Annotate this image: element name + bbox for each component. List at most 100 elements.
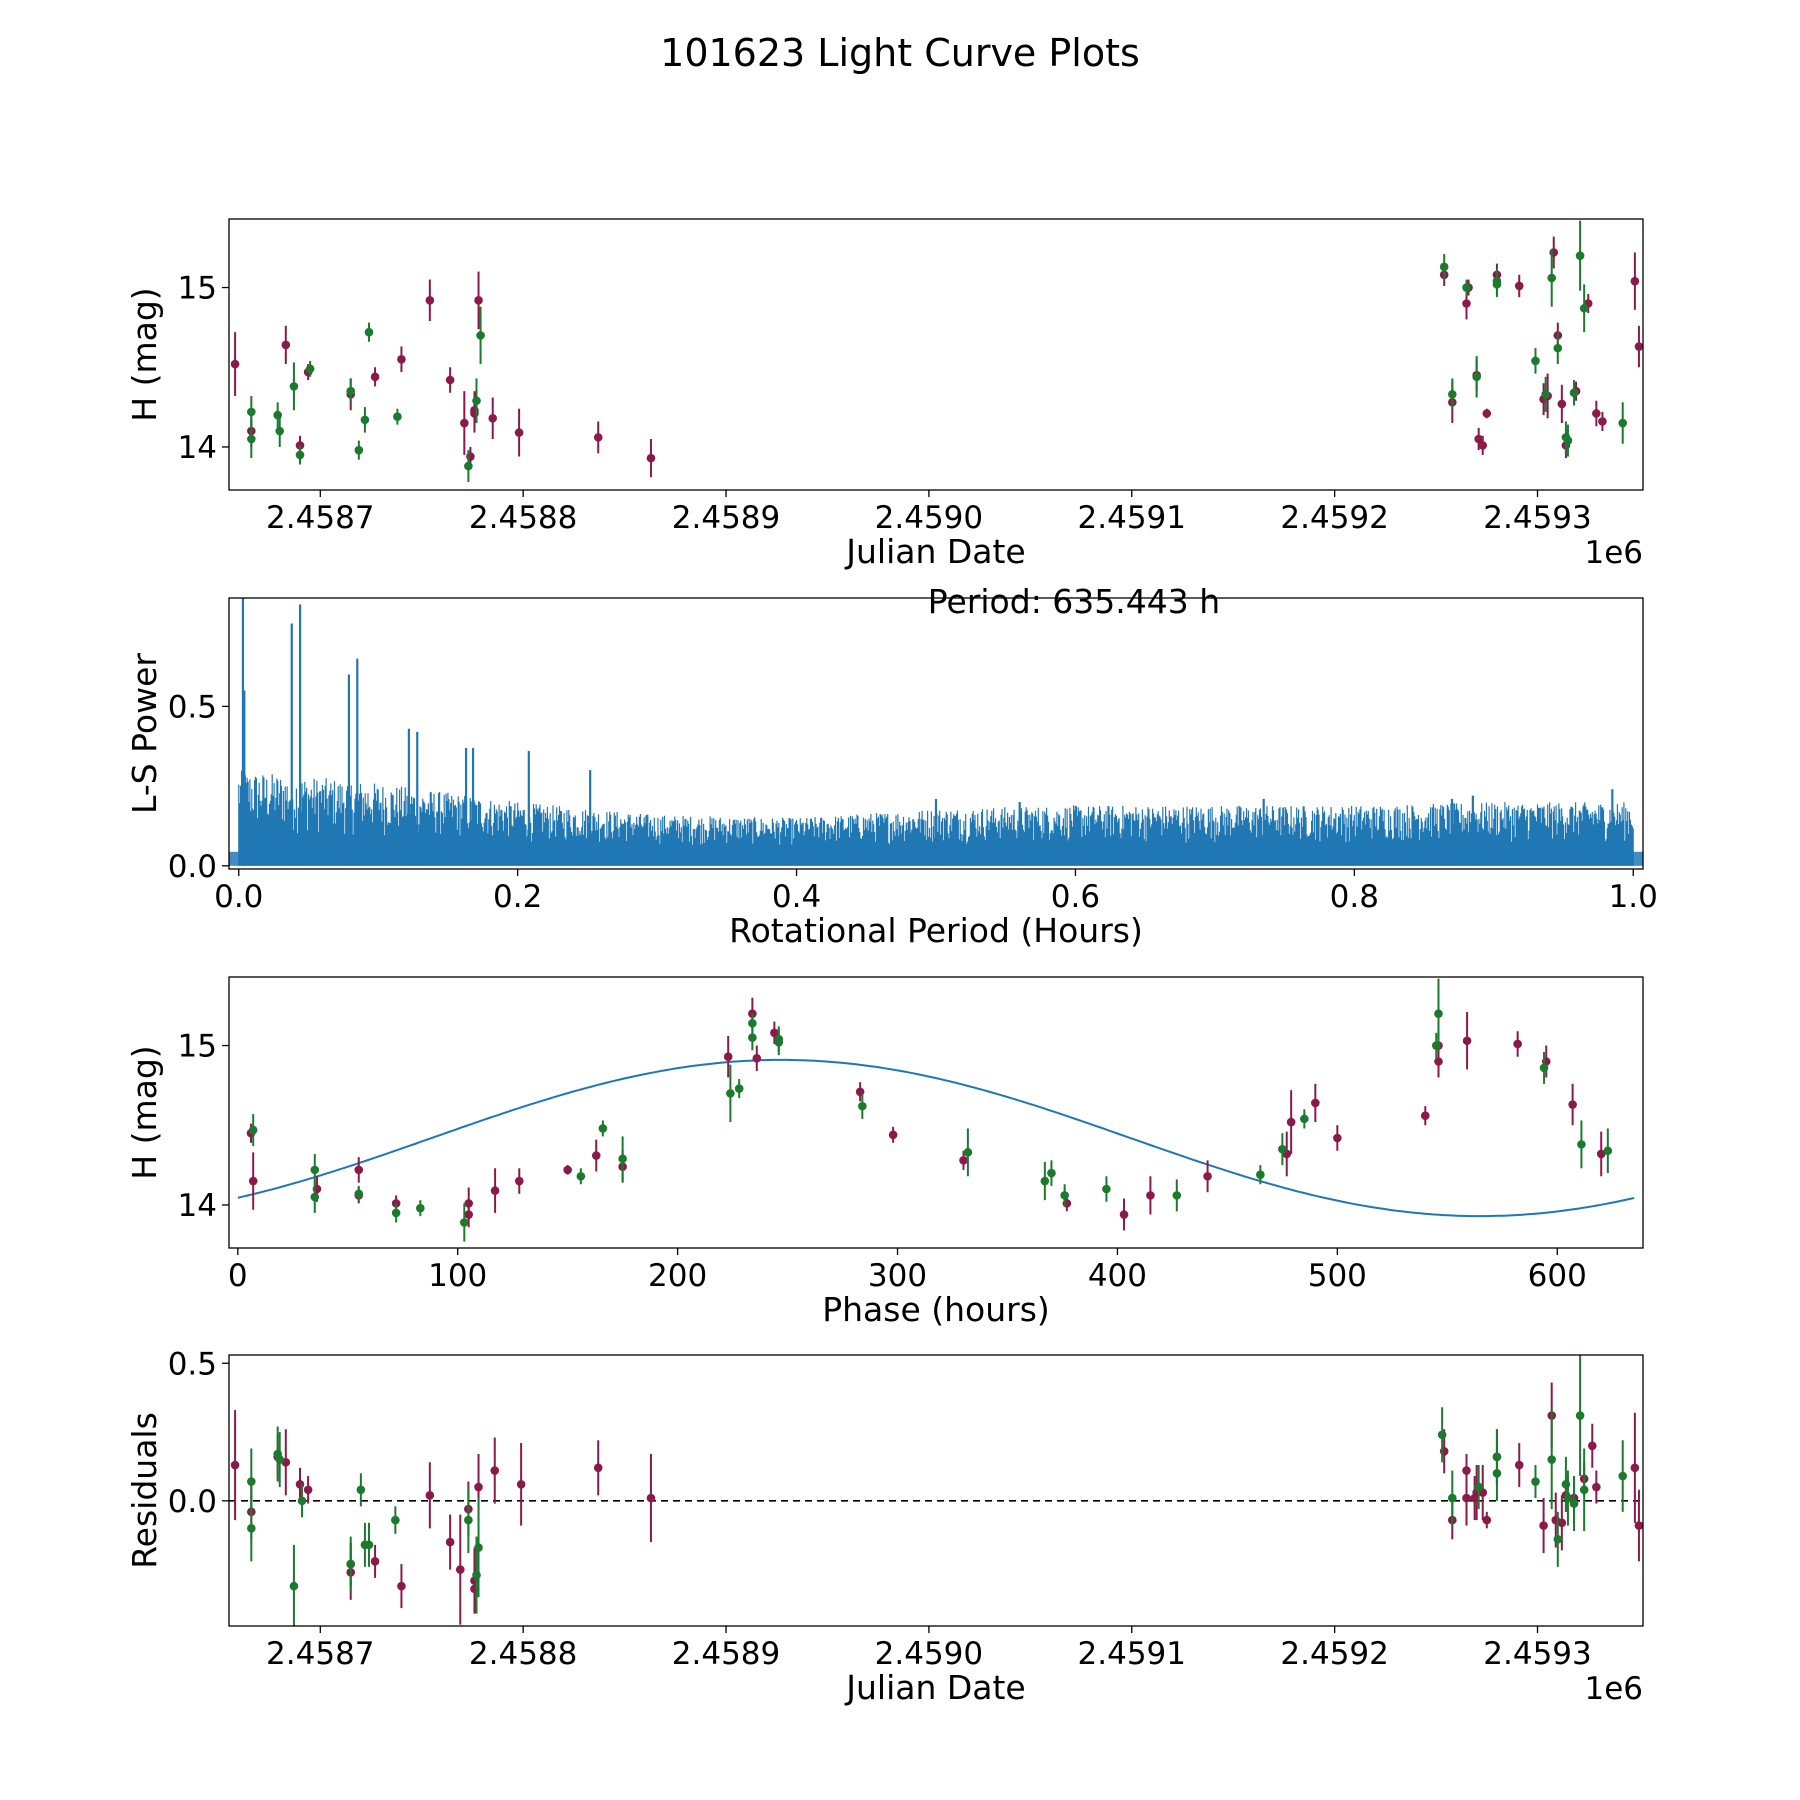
- data-point: [1563, 1493, 1573, 1503]
- plot-area: [229, 598, 1643, 866]
- data-point: [289, 382, 299, 391]
- data-point: [1474, 1482, 1483, 1492]
- x-tick-label: 2.4587: [266, 1636, 374, 1672]
- x-tick-label: 2.4589: [672, 1636, 780, 1672]
- y-tick-label: 14: [178, 1188, 217, 1224]
- data-point: [1569, 1499, 1579, 1508]
- x-tick-label: 2.4591: [1078, 500, 1186, 536]
- data-point: [310, 1192, 320, 1202]
- data-point: [1040, 1176, 1050, 1186]
- data-point: [247, 1477, 256, 1486]
- data-point: [425, 1491, 435, 1500]
- x-axis-label: Julian Date: [844, 1668, 1026, 1707]
- data-point: [356, 1485, 366, 1495]
- y-tick-label: 0.0: [168, 849, 217, 885]
- data-point: [1592, 409, 1601, 418]
- data-point: [1492, 276, 1502, 286]
- data-point: [1577, 1140, 1586, 1149]
- x-tick-label: 0.0: [214, 879, 263, 915]
- data-point: [490, 1186, 500, 1195]
- data-point: [593, 1463, 603, 1473]
- data-point: [445, 375, 455, 385]
- x-tick-label: 0.6: [1051, 879, 1100, 915]
- data-point: [1539, 1063, 1549, 1073]
- data-point: [397, 354, 406, 364]
- data-point: [474, 1543, 483, 1552]
- data-point: [1547, 1455, 1557, 1464]
- data-point: [1569, 388, 1579, 398]
- data-point: [297, 1496, 307, 1506]
- x-axis-label: Julian Date: [844, 532, 1026, 571]
- data-point: [770, 1028, 779, 1038]
- data-point: [563, 1165, 572, 1175]
- data-point: [1634, 1521, 1643, 1530]
- data-point: [464, 461, 473, 471]
- data-point: [514, 428, 524, 437]
- data-point: [1531, 1477, 1540, 1486]
- data-point: [1448, 390, 1457, 399]
- data-point: [1541, 390, 1550, 399]
- data-point: [1514, 281, 1524, 291]
- data-point: [1579, 303, 1589, 313]
- x-tick-label: 2.4587: [266, 500, 374, 536]
- data-point: [247, 407, 256, 417]
- data-point: [416, 1203, 425, 1213]
- data-point: [858, 1101, 867, 1111]
- data-point: [618, 1154, 627, 1164]
- data-point: [1462, 1466, 1471, 1475]
- data-point: [1060, 1191, 1069, 1200]
- data-point: [748, 1018, 757, 1028]
- data-point: [1557, 1518, 1567, 1528]
- data-point: [1437, 1430, 1447, 1440]
- data-point: [1172, 1191, 1182, 1200]
- data-point: [391, 1515, 400, 1525]
- data-point: [1462, 1036, 1472, 1046]
- plot-area: [230, 220, 1643, 483]
- data-point: [460, 1218, 469, 1227]
- data-point: [1575, 251, 1585, 260]
- y-tick-label: 15: [178, 1029, 217, 1065]
- data-point: [1300, 1114, 1309, 1124]
- data-point: [305, 364, 315, 374]
- data-point: [1203, 1171, 1212, 1181]
- data-point: [247, 434, 256, 444]
- data-point: [1598, 417, 1607, 426]
- data-point: [474, 1482, 483, 1492]
- data-point: [1333, 1133, 1342, 1143]
- x-offset-label: 1e6: [1584, 1671, 1643, 1707]
- data-point: [1553, 1535, 1563, 1544]
- data-point: [1482, 1515, 1492, 1525]
- y-axis-label: Residuals: [125, 1412, 164, 1569]
- x-tick-label: 2.4589: [672, 500, 780, 536]
- light-curve-panel: 2.4587 2.4588 2.4589 2.4590 2.4591 2.4592 2.45…: [125, 218, 1644, 571]
- x-tick-label: 2.4591: [1078, 1636, 1186, 1672]
- data-point: [1513, 1039, 1522, 1049]
- data-point: [1256, 1170, 1265, 1179]
- data-point: [774, 1038, 784, 1047]
- data-point: [516, 1480, 526, 1489]
- data-point: [514, 1176, 524, 1186]
- data-point: [310, 1165, 320, 1175]
- x-tick-label: 2.4592: [1280, 500, 1388, 536]
- data-point: [1575, 1411, 1585, 1420]
- data-point: [230, 359, 240, 369]
- data-point: [360, 415, 370, 425]
- fit-curve: [237, 1058, 1635, 1218]
- data-point: [593, 433, 603, 442]
- data-point: [370, 1557, 380, 1566]
- data-point: [726, 1089, 735, 1098]
- data-point: [354, 1165, 364, 1175]
- data-point: [734, 1084, 744, 1093]
- data-point: [1462, 283, 1471, 292]
- data-point: [752, 1054, 762, 1063]
- phased-light-curve-panel: 0 100 200 300 400 500 600 14 15 Phase (hours) H (m…: [125, 976, 1644, 1329]
- data-point: [464, 1199, 473, 1208]
- period-annotation: Period: 635.443 h: [928, 582, 1220, 621]
- y-axis-label: L-S Power: [125, 653, 164, 814]
- data-point: [1474, 434, 1483, 444]
- plot-area: [237, 978, 1635, 1242]
- data-point: [464, 1515, 473, 1525]
- data-point: [1579, 1485, 1589, 1495]
